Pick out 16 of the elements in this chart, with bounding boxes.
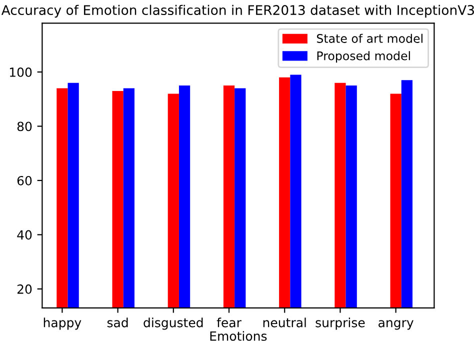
x-tick-label: disgusted xyxy=(144,318,203,330)
x-tick-label: happy xyxy=(44,318,82,330)
x-tick-label: neutral xyxy=(263,318,306,328)
y-tick-label: 40 xyxy=(17,230,32,240)
x-tick-label: fear xyxy=(216,318,242,328)
y-tick-label: 100 xyxy=(10,67,32,77)
x-axis-title: Emotions xyxy=(210,331,267,341)
x-tick-label: angry xyxy=(378,320,414,330)
legend-label: State of art model xyxy=(316,34,422,43)
y-tick-label: 80 xyxy=(17,122,32,132)
legend-label: Proposed model xyxy=(317,51,410,63)
y-tick-label: 20 xyxy=(17,284,32,294)
chart-title: Accuracy of Emotion classification in FER2013 dataset with InceptionV3 xyxy=(1,4,474,18)
x-tick-label: sad xyxy=(107,318,128,328)
x-tick-label: surprise xyxy=(316,318,365,330)
y-tick-label: 60 xyxy=(17,176,32,186)
